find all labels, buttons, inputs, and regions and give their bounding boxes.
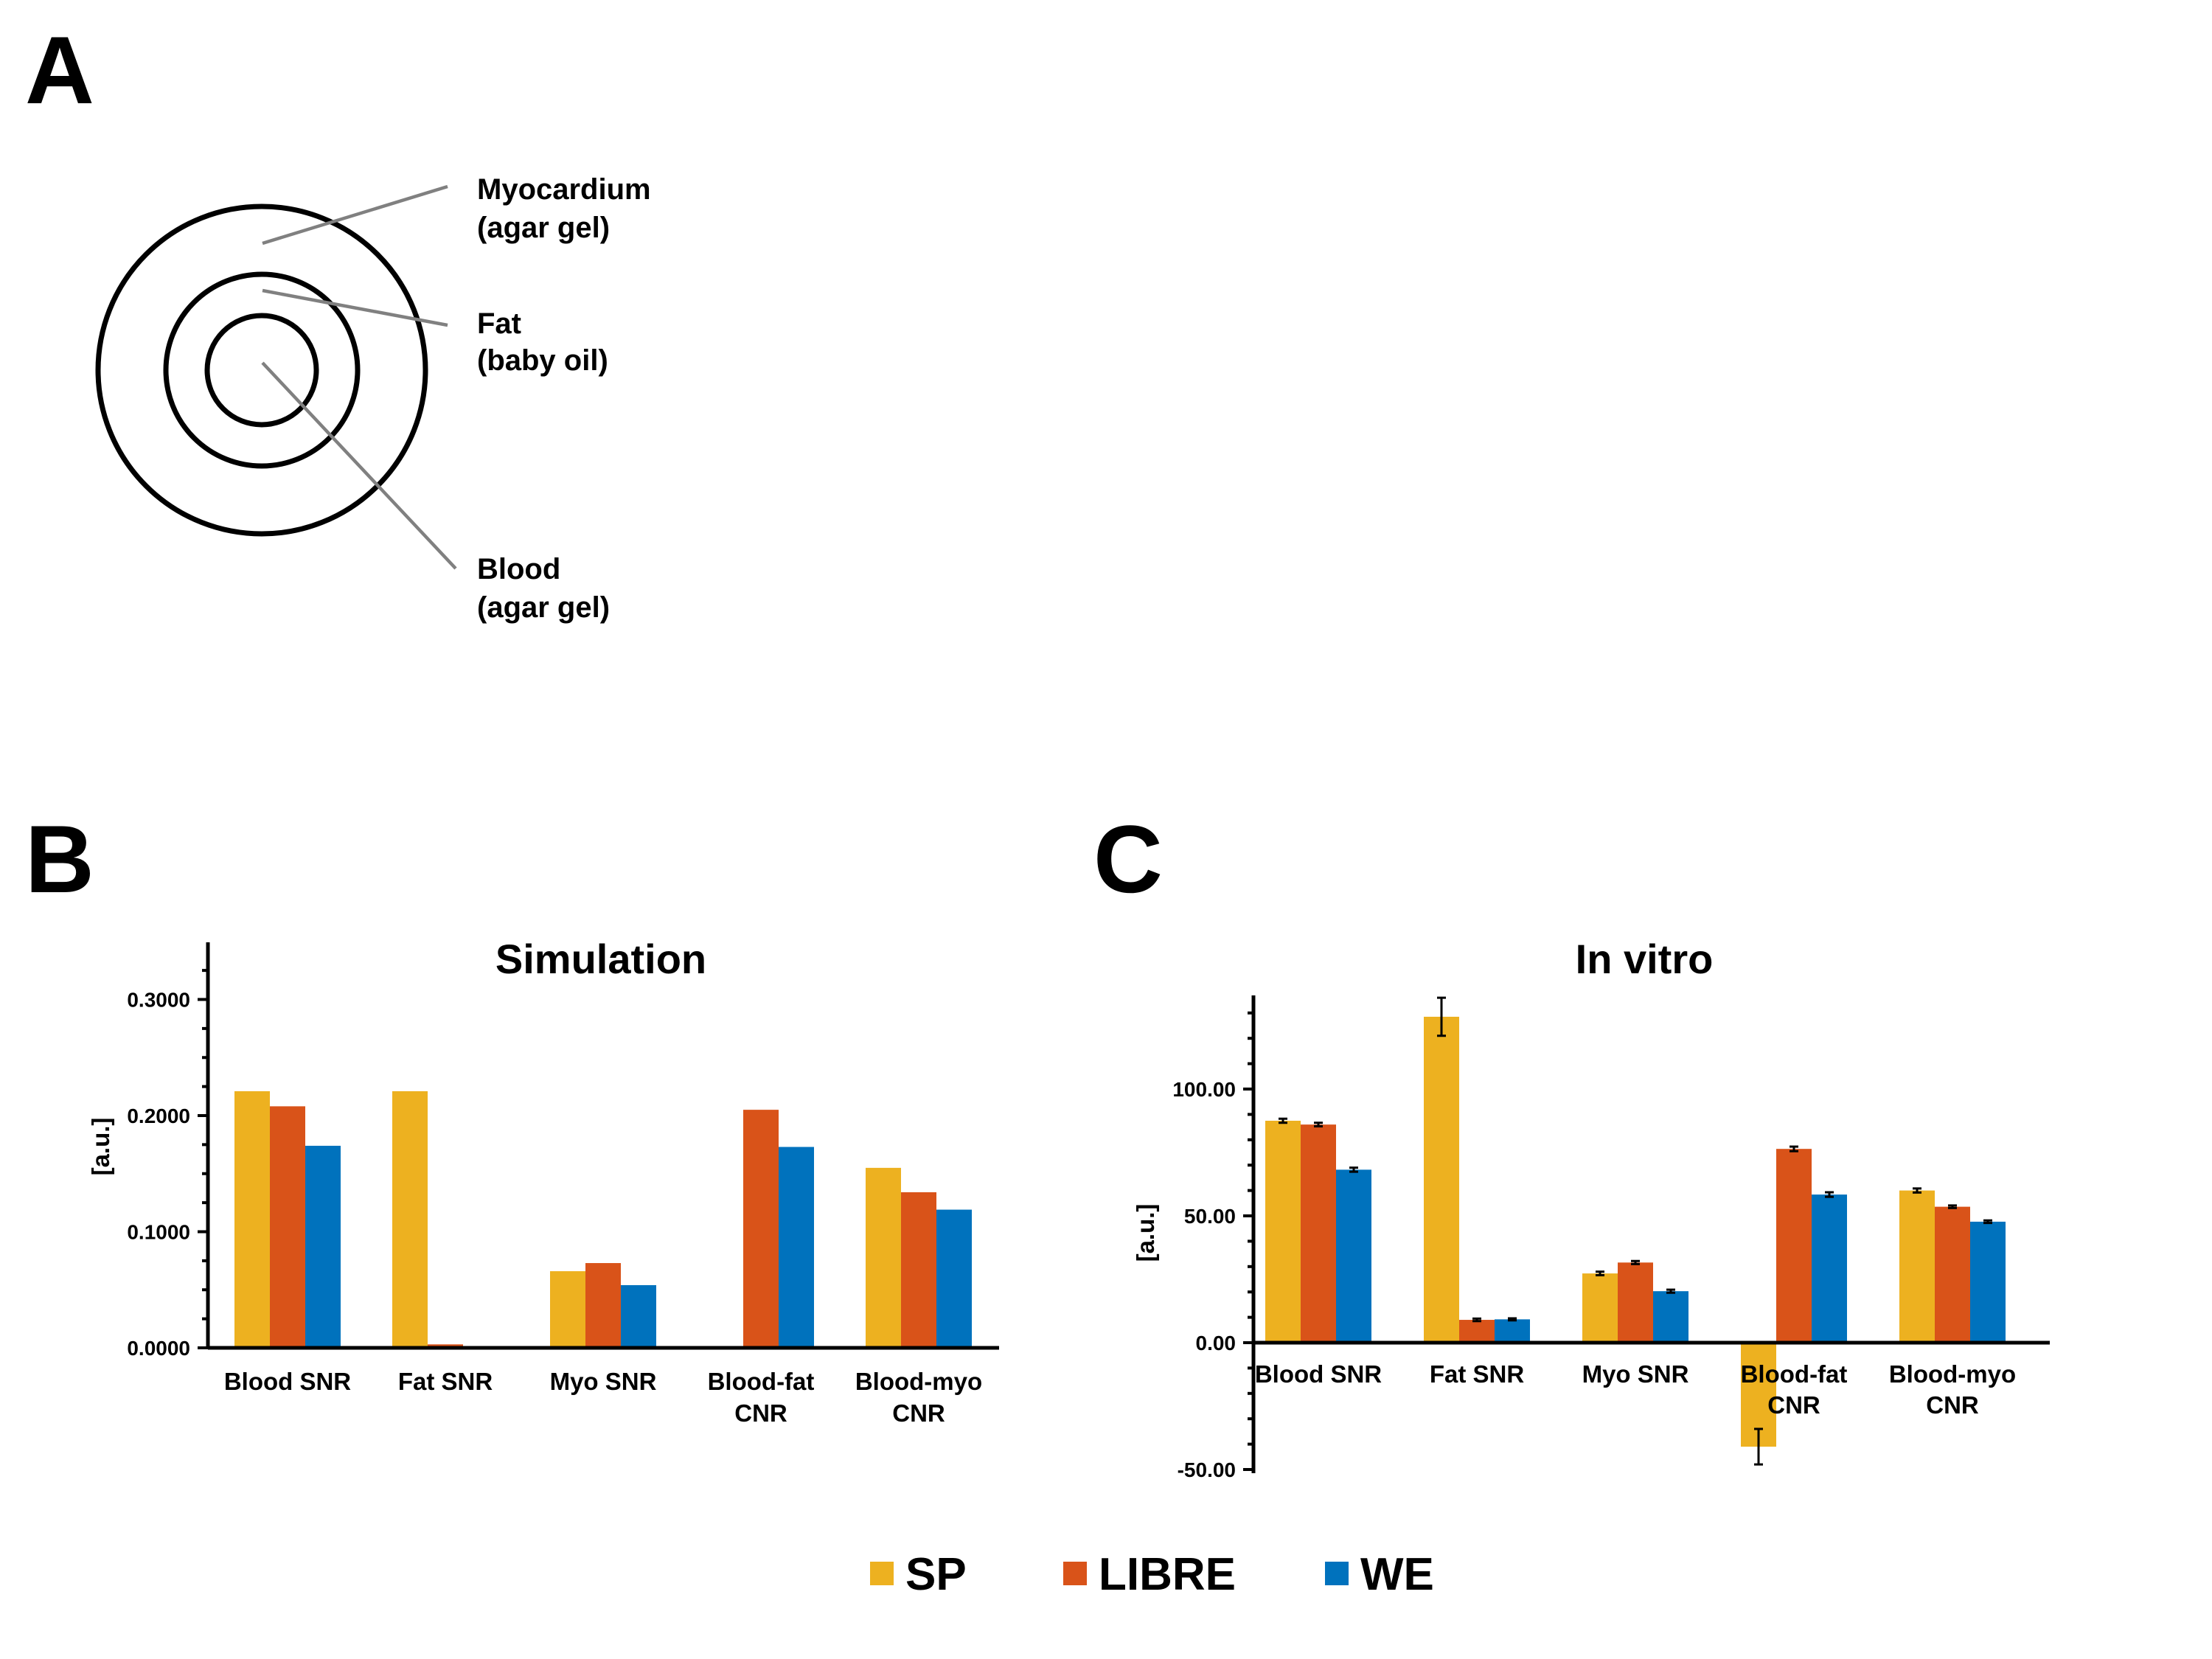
error-bar-libre-0 <box>1314 1121 1323 1128</box>
error-bar-we-1 <box>1508 1317 1517 1322</box>
x-category-label: Blood SNR <box>224 1368 351 1395</box>
x-category-label: Fat SNR <box>1430 1360 1525 1388</box>
bar-we-2 <box>621 1284 656 1348</box>
panel-b: B Simulation [a.u.] 0.0000 0.1000 0.2000 0.30… <box>25 805 999 1427</box>
panel-letter-b: B <box>25 805 94 913</box>
chart-in-vitro: In vitro [a.u.] -50.00 0.00 50.00 100.00 Blood… <box>1132 936 2050 1481</box>
middle-ring-fat <box>163 271 361 469</box>
y-tick-label: 0.00 <box>1196 1332 1237 1354</box>
y-tick-label: -50.00 <box>1178 1458 1236 1481</box>
x-category-label: Blood-myo CNR <box>855 1368 982 1427</box>
bar-sp-1 <box>1424 1016 1459 1343</box>
x-category-label: Fat SNR <box>398 1368 493 1395</box>
y-tick-label: 100.00 <box>1172 1078 1236 1101</box>
x-category-label: Myo SNR <box>550 1368 657 1395</box>
legend-label-libre: LIBRE <box>1099 1549 1236 1600</box>
bar-libre-0 <box>1301 1124 1336 1343</box>
leader-line-myocardium <box>262 184 448 246</box>
bar-libre-4 <box>901 1192 936 1348</box>
chart-title: Simulation <box>495 936 706 982</box>
error-bar-sp-3 <box>1754 1427 1763 1466</box>
bar-libre-0 <box>270 1106 305 1348</box>
bar-libre-2 <box>585 1263 621 1348</box>
y-tick-label: 0.1000 <box>127 1221 190 1244</box>
legend-swatch-we <box>1325 1562 1349 1585</box>
x-category-label: Blood-fat CNR <box>708 1368 815 1427</box>
bar-libre-4 <box>1935 1206 1970 1343</box>
legend-swatch-libre <box>1063 1562 1087 1585</box>
label-myocardium: Myocardium (agar gel) <box>477 173 659 244</box>
bar-we-2 <box>1653 1291 1688 1343</box>
bar-libre-3 <box>1776 1149 1812 1343</box>
bar-we-3 <box>779 1147 814 1348</box>
bar-we-4 <box>936 1209 972 1348</box>
y-tick-label: 0.2000 <box>127 1105 190 1127</box>
panel-a: A Myocardium (agar gel) Fat (baby oil) B… <box>25 16 659 624</box>
x-category-label: Myo SNR <box>1582 1360 1689 1388</box>
y-axis-label: [a.u.] <box>87 1118 114 1176</box>
bar-sp-0 <box>234 1091 270 1348</box>
bar-sp-4 <box>1899 1190 1935 1343</box>
chart-simulation: Simulation [a.u.] 0.0000 0.1000 0.2000 0.3000… <box>87 936 999 1427</box>
phantom-diagram: Myocardium (agar gel) Fat (baby oil) Blo… <box>95 173 659 624</box>
legend-label-sp: SP <box>905 1549 967 1600</box>
bar-we-4 <box>1970 1221 2006 1343</box>
bar-sp-0 <box>1265 1121 1301 1343</box>
inner-ring-blood <box>204 313 319 428</box>
leader-line-blood <box>261 361 457 570</box>
x-category-label: Blood-fat CNR <box>1741 1360 1848 1419</box>
bar-sp-1 <box>392 1091 428 1348</box>
error-bar-sp-1 <box>1437 996 1446 1037</box>
legend-swatch-sp <box>870 1562 894 1585</box>
legend: SP LIBRE WE <box>870 1549 1434 1600</box>
chart-title: In vitro <box>1576 936 1714 982</box>
error-bar-sp-4 <box>1913 1187 1921 1194</box>
bar-sp-2 <box>550 1271 585 1348</box>
bar-we-3 <box>1812 1194 1847 1343</box>
error-bar-libre-3 <box>1790 1145 1798 1152</box>
error-bar-we-2 <box>1666 1288 1675 1294</box>
y-axis-label: [a.u.] <box>1132 1204 1159 1262</box>
error-bar-we-4 <box>1983 1219 1992 1225</box>
label-blood: Blood (agar gel) <box>477 553 610 624</box>
x-category-label: Blood SNR <box>1255 1360 1382 1388</box>
bar-we-0 <box>305 1145 341 1348</box>
y-tick-label: 0.3000 <box>127 989 190 1012</box>
bar-we-1 <box>1495 1319 1530 1343</box>
error-bar-libre-1 <box>1472 1317 1481 1323</box>
outer-ring-myocardium <box>95 204 428 537</box>
panel-letter-c: C <box>1093 805 1163 913</box>
error-bar-libre-4 <box>1948 1204 1957 1209</box>
label-fat: Fat (baby oil) <box>477 307 608 377</box>
y-tick-label: 50.00 <box>1184 1205 1236 1228</box>
leader-line-fat <box>262 288 448 327</box>
error-bar-we-0 <box>1349 1166 1358 1173</box>
error-bar-sp-0 <box>1279 1117 1287 1124</box>
bar-we-0 <box>1336 1169 1371 1343</box>
panel-letter-a: A <box>25 16 94 124</box>
bar-libre-3 <box>743 1110 779 1348</box>
bar-sp-4 <box>866 1167 901 1348</box>
error-bar-sp-2 <box>1596 1270 1604 1276</box>
x-category-label: Blood-myo CNR <box>1889 1360 2016 1419</box>
bar-libre-2 <box>1618 1262 1653 1343</box>
y-tick-label: 0.0000 <box>127 1337 190 1360</box>
legend-label-we: WE <box>1360 1549 1434 1600</box>
error-bar-libre-2 <box>1631 1259 1640 1265</box>
bar-libre-1 <box>1459 1320 1495 1343</box>
error-bar-we-3 <box>1825 1191 1834 1198</box>
bar-sp-2 <box>1582 1273 1618 1343</box>
panel-c: C In vitro [a.u.] -50.00 0.00 50.00 100.00 Blo… <box>1093 805 2050 1481</box>
